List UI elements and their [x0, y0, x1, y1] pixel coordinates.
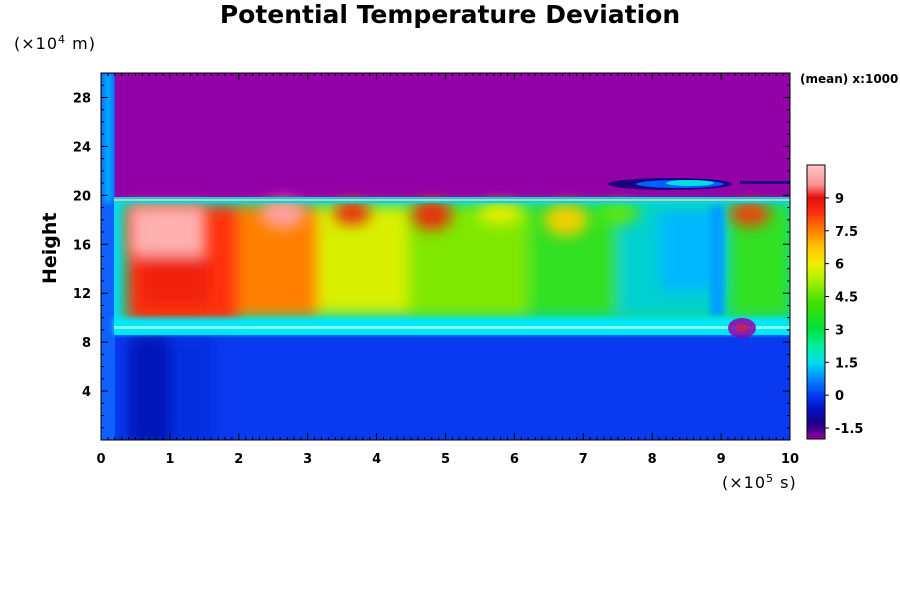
upper-anomaly	[608, 178, 790, 190]
y-axis-unit: (×104 m)	[14, 33, 96, 53]
x-unit-exponent: 5	[766, 472, 775, 485]
colorbar-tick-label: 3	[835, 323, 844, 338]
colorbar-tick-label: 9	[835, 192, 844, 207]
x-tick-label: 9	[717, 452, 726, 467]
x-axis: 0 1 2 3 4 5 6 7 8 9 10	[96, 73, 799, 467]
x-tick-label: 4	[372, 452, 381, 467]
colorbar	[806, 164, 826, 440]
troposphere-block	[114, 199, 790, 335]
y-axis: 4 8 12 16 20 24 28	[73, 84, 790, 429]
colorbar-tick-label: 1.5	[835, 356, 858, 371]
lower-anomaly	[728, 318, 756, 338]
x-tick-label: 10	[781, 452, 799, 467]
y-tick-label: 16	[73, 238, 91, 253]
y-tick-label: 4	[82, 385, 91, 400]
x-tick-label: 7	[579, 452, 588, 467]
y-unit-suffix: m)	[66, 34, 96, 53]
tropopause-edge	[114, 199, 790, 201]
y-unit-exponent: 4	[58, 33, 67, 46]
boundary-edge	[114, 326, 790, 329]
x-tick-label: 2	[234, 452, 243, 467]
colorbar-scale-note: (mean) x:1000	[800, 72, 899, 86]
lower-layer-region	[101, 330, 790, 440]
y-unit-prefix: (×10	[14, 34, 59, 53]
colorbar-axis: 9 7.5 6 4.5 3 1.5 0 -1.5	[825, 192, 863, 437]
x-tick-label: 1	[165, 452, 174, 467]
left-edge-highlight	[104, 73, 112, 203]
x-tick-label: 6	[510, 452, 519, 467]
colorbar-tick-label: 7.5	[835, 225, 858, 240]
x-unit-suffix: s)	[774, 473, 797, 492]
y-tick-label: 24	[73, 140, 91, 155]
colorbar-tick-label: 0	[835, 389, 844, 404]
x-tick-label: 3	[303, 452, 312, 467]
heatmap-field	[101, 73, 790, 440]
lower-layer-darkening	[128, 336, 215, 440]
x-axis-unit: (×105 s)	[722, 472, 797, 492]
x-tick-label: 8	[648, 452, 657, 467]
y-tick-label: 12	[73, 287, 91, 302]
colorbar-tick-label: 6	[835, 258, 844, 273]
y-tick-label: 20	[73, 189, 91, 204]
x-unit-prefix: (×10	[722, 473, 767, 492]
x-tick-label: 5	[441, 452, 450, 467]
chart-title: Potential Temperature Deviation	[219, 0, 681, 29]
colorbar-tick-label: -1.5	[835, 422, 863, 437]
y-tick-label: 28	[73, 91, 91, 106]
y-tick-label: 8	[82, 336, 91, 351]
colorbar-tick-label: 4.5	[835, 291, 858, 306]
x-tick-label: 0	[96, 452, 105, 467]
